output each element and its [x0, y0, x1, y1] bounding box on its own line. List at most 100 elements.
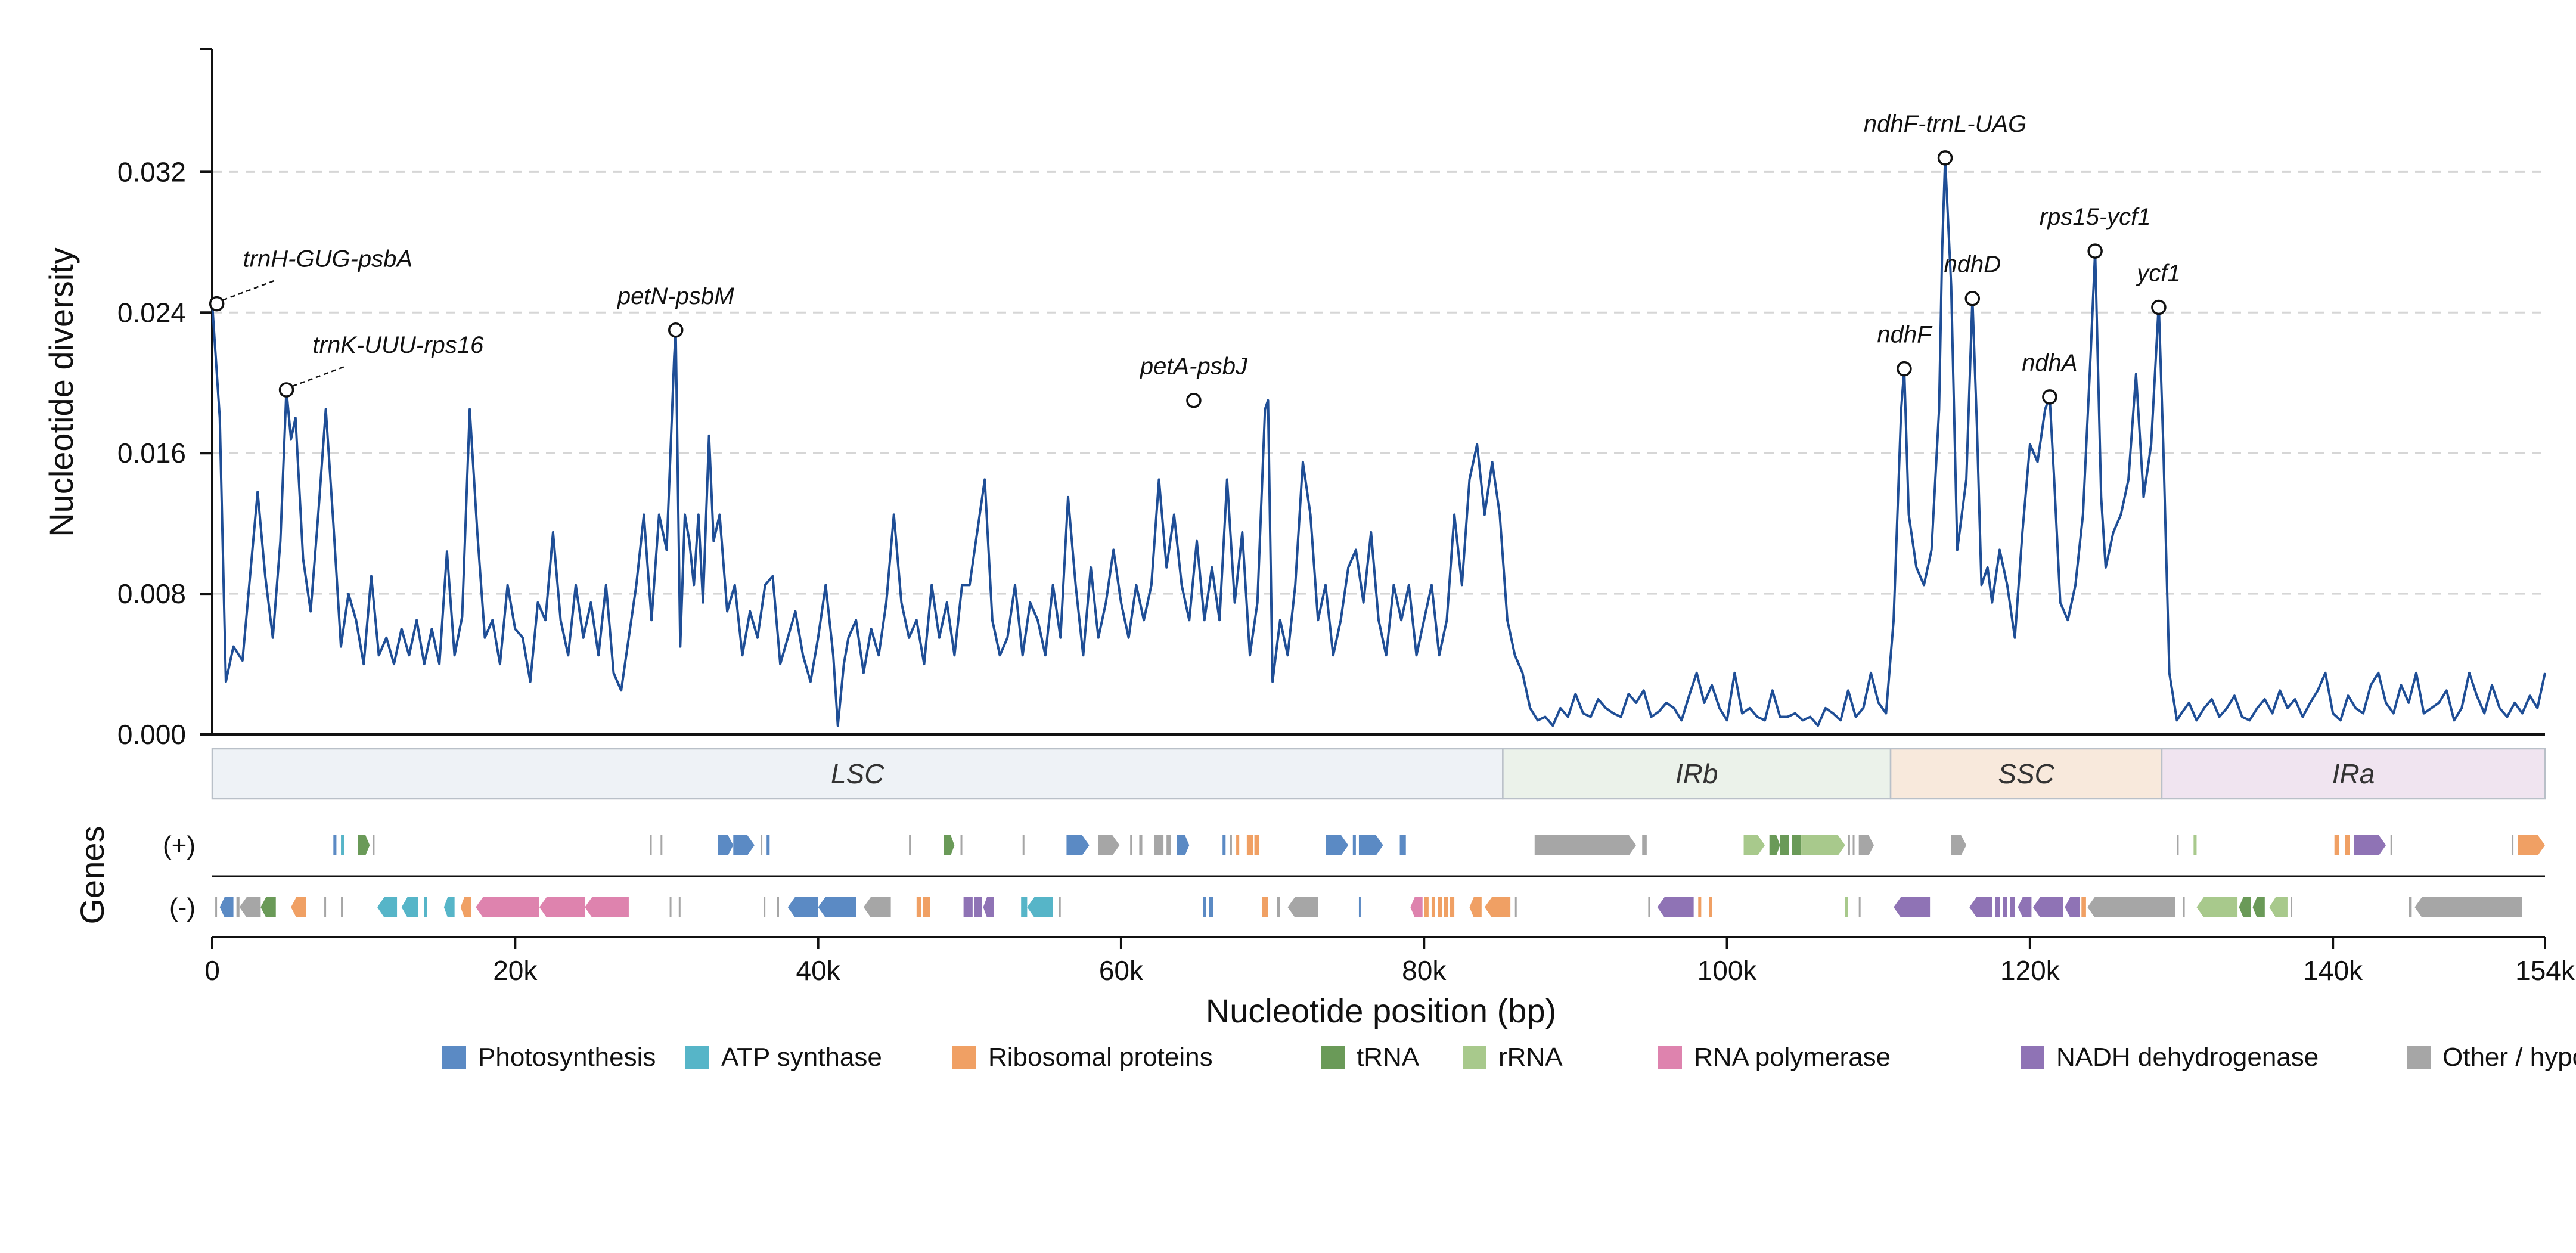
- peak-label: ndhF: [1877, 322, 1933, 348]
- gene-block-minus: [1262, 897, 1268, 917]
- gene-block-minus: [2183, 897, 2185, 917]
- peak-label: trnK-UUU-rps16: [313, 332, 484, 358]
- strand-label-plus: (+): [163, 831, 195, 860]
- gene-block-plus: [2334, 835, 2339, 855]
- peak-marker: [1186, 392, 1202, 408]
- x-tick-label: 100k: [1697, 955, 1758, 986]
- gene-block-minus: [2065, 897, 2080, 917]
- gene-block-plus: [2193, 835, 2197, 855]
- gene-block-plus: [1743, 835, 1765, 855]
- x-tick-label: 0: [204, 955, 220, 986]
- gene-block-minus: [341, 897, 343, 917]
- legend-label-ribo: Ribosomal proteins: [988, 1043, 1213, 1072]
- gene-block-minus: [2018, 897, 2032, 917]
- gene-block-plus: [1792, 835, 1802, 855]
- legend-label-photo: Photosynthesis: [478, 1043, 656, 1072]
- gene-block-plus: [1534, 835, 1637, 855]
- peak-leader-line: [292, 365, 346, 387]
- legend-label-rnap: RNA polymerase: [1694, 1043, 1891, 1072]
- x-tick-label: 120k: [2000, 955, 2060, 986]
- gene-block-minus: [678, 897, 681, 917]
- gene-block-minus: [922, 897, 930, 917]
- diversity-series-line: [211, 156, 2546, 727]
- region-label: IRb: [1675, 758, 1718, 789]
- peak-label: ycf1: [2135, 260, 2180, 286]
- gene-block-minus: [1698, 897, 1702, 917]
- legend-swatch-ndh: [2021, 1046, 2044, 1069]
- gene-block-minus: [2081, 897, 2086, 917]
- gene-block-minus: [215, 897, 218, 917]
- legend-swatch-other: [2407, 1046, 2431, 1069]
- legend-label-rrna: rRNA: [1498, 1043, 1563, 1072]
- gene-block-minus: [1648, 897, 1650, 917]
- y-tick-label: 0.000: [117, 719, 186, 750]
- gene-block-minus: [1969, 897, 1992, 917]
- gene-block-plus: [960, 835, 963, 855]
- gene-block-plus: [1154, 835, 1164, 855]
- legend: Photosynthesis ATP synthase Ribosomal prot…: [442, 1043, 2576, 1072]
- gene-block-plus: [357, 835, 370, 855]
- x-tick-label: 40k: [796, 955, 841, 986]
- legend-swatch-trna: [1321, 1046, 1345, 1069]
- gene-block-plus: [333, 835, 337, 855]
- gene-block-minus: [2269, 897, 2288, 917]
- y-tick-label: 0.008: [117, 578, 186, 609]
- gene-block-minus: [974, 897, 982, 917]
- gene-block-minus: [2032, 897, 2063, 917]
- peak-marker: [278, 382, 294, 398]
- gene-block-minus: [787, 897, 818, 917]
- genome-regions: LSC IRb SSC IRa: [211, 748, 2546, 800]
- gene-block-plus: [718, 835, 734, 855]
- gene-block-minus: [1484, 897, 1511, 917]
- peak-marker: [668, 322, 684, 338]
- gene-block-plus: [1230, 835, 1232, 855]
- gene-block-minus: [1514, 897, 1517, 917]
- gene-block-plus: [1642, 835, 1647, 855]
- gene-block-plus: [1848, 835, 1850, 855]
- peak-label: ndhA: [2022, 350, 2077, 376]
- region-lsc: [211, 748, 1504, 800]
- peak-label: petA-psbJ: [1140, 353, 1248, 380]
- gene-block-minus: [863, 897, 891, 917]
- gridlines: [212, 170, 2545, 595]
- gene-block-minus: [1845, 897, 1848, 917]
- gene-block-minus: [585, 897, 629, 917]
- x-tick-label: 60k: [1099, 955, 1144, 986]
- gene-block-minus: [424, 897, 427, 917]
- gene-block-minus: [1027, 897, 1053, 917]
- gene-block-plus: [1139, 835, 1143, 855]
- peak-marker: [2151, 299, 2167, 315]
- gene-block-minus: [764, 897, 766, 917]
- legend-label-ndh: NADH dehydrogenase: [2056, 1043, 2319, 1072]
- gene-block-minus: [2087, 897, 2175, 917]
- gene-block-minus: [219, 897, 234, 917]
- gene-block-minus: [1894, 897, 1931, 917]
- region-irb: [1502, 748, 1892, 800]
- gene-block-plus: [2177, 835, 2179, 855]
- legend-swatch-ribo: [952, 1046, 976, 1069]
- gene-block-plus: [1769, 835, 1780, 855]
- gene-block-plus: [2345, 835, 2350, 855]
- peak-marker: [2042, 389, 2057, 405]
- legend-label-trna: tRNA: [1357, 1043, 1420, 1072]
- gene-block-plus: [2390, 835, 2392, 855]
- gene-block-minus: [1657, 897, 1694, 917]
- y-tick-label: 0.016: [117, 438, 186, 469]
- peak-marker: [1937, 150, 1953, 166]
- peak-leader-line: [222, 279, 277, 301]
- gene-block-minus: [460, 897, 471, 917]
- gene-block-minus: [1021, 897, 1028, 917]
- legend-swatch-photo: [442, 1046, 466, 1069]
- gene-block-plus: [1098, 835, 1120, 855]
- x-tick-label: 80k: [1402, 955, 1447, 986]
- peak-label: trnH-GUG-psbA: [243, 246, 412, 272]
- peak-label: ndhF-trnL-UAG: [1864, 111, 2026, 137]
- gene-block-plus: [1022, 835, 1025, 855]
- legend-swatch-rnap: [1658, 1046, 1682, 1069]
- gene-block-plus: [2512, 835, 2514, 855]
- gene-block-minus: [1277, 897, 1280, 917]
- gene-block-plus: [909, 835, 911, 855]
- legend-swatch-rrna: [1463, 1046, 1486, 1069]
- peak-annotations: trnH-GUG-psbA trnK-UUU-rps16 petN-psbM petA…: [209, 111, 2181, 408]
- gene-block-plus: [1801, 835, 1845, 855]
